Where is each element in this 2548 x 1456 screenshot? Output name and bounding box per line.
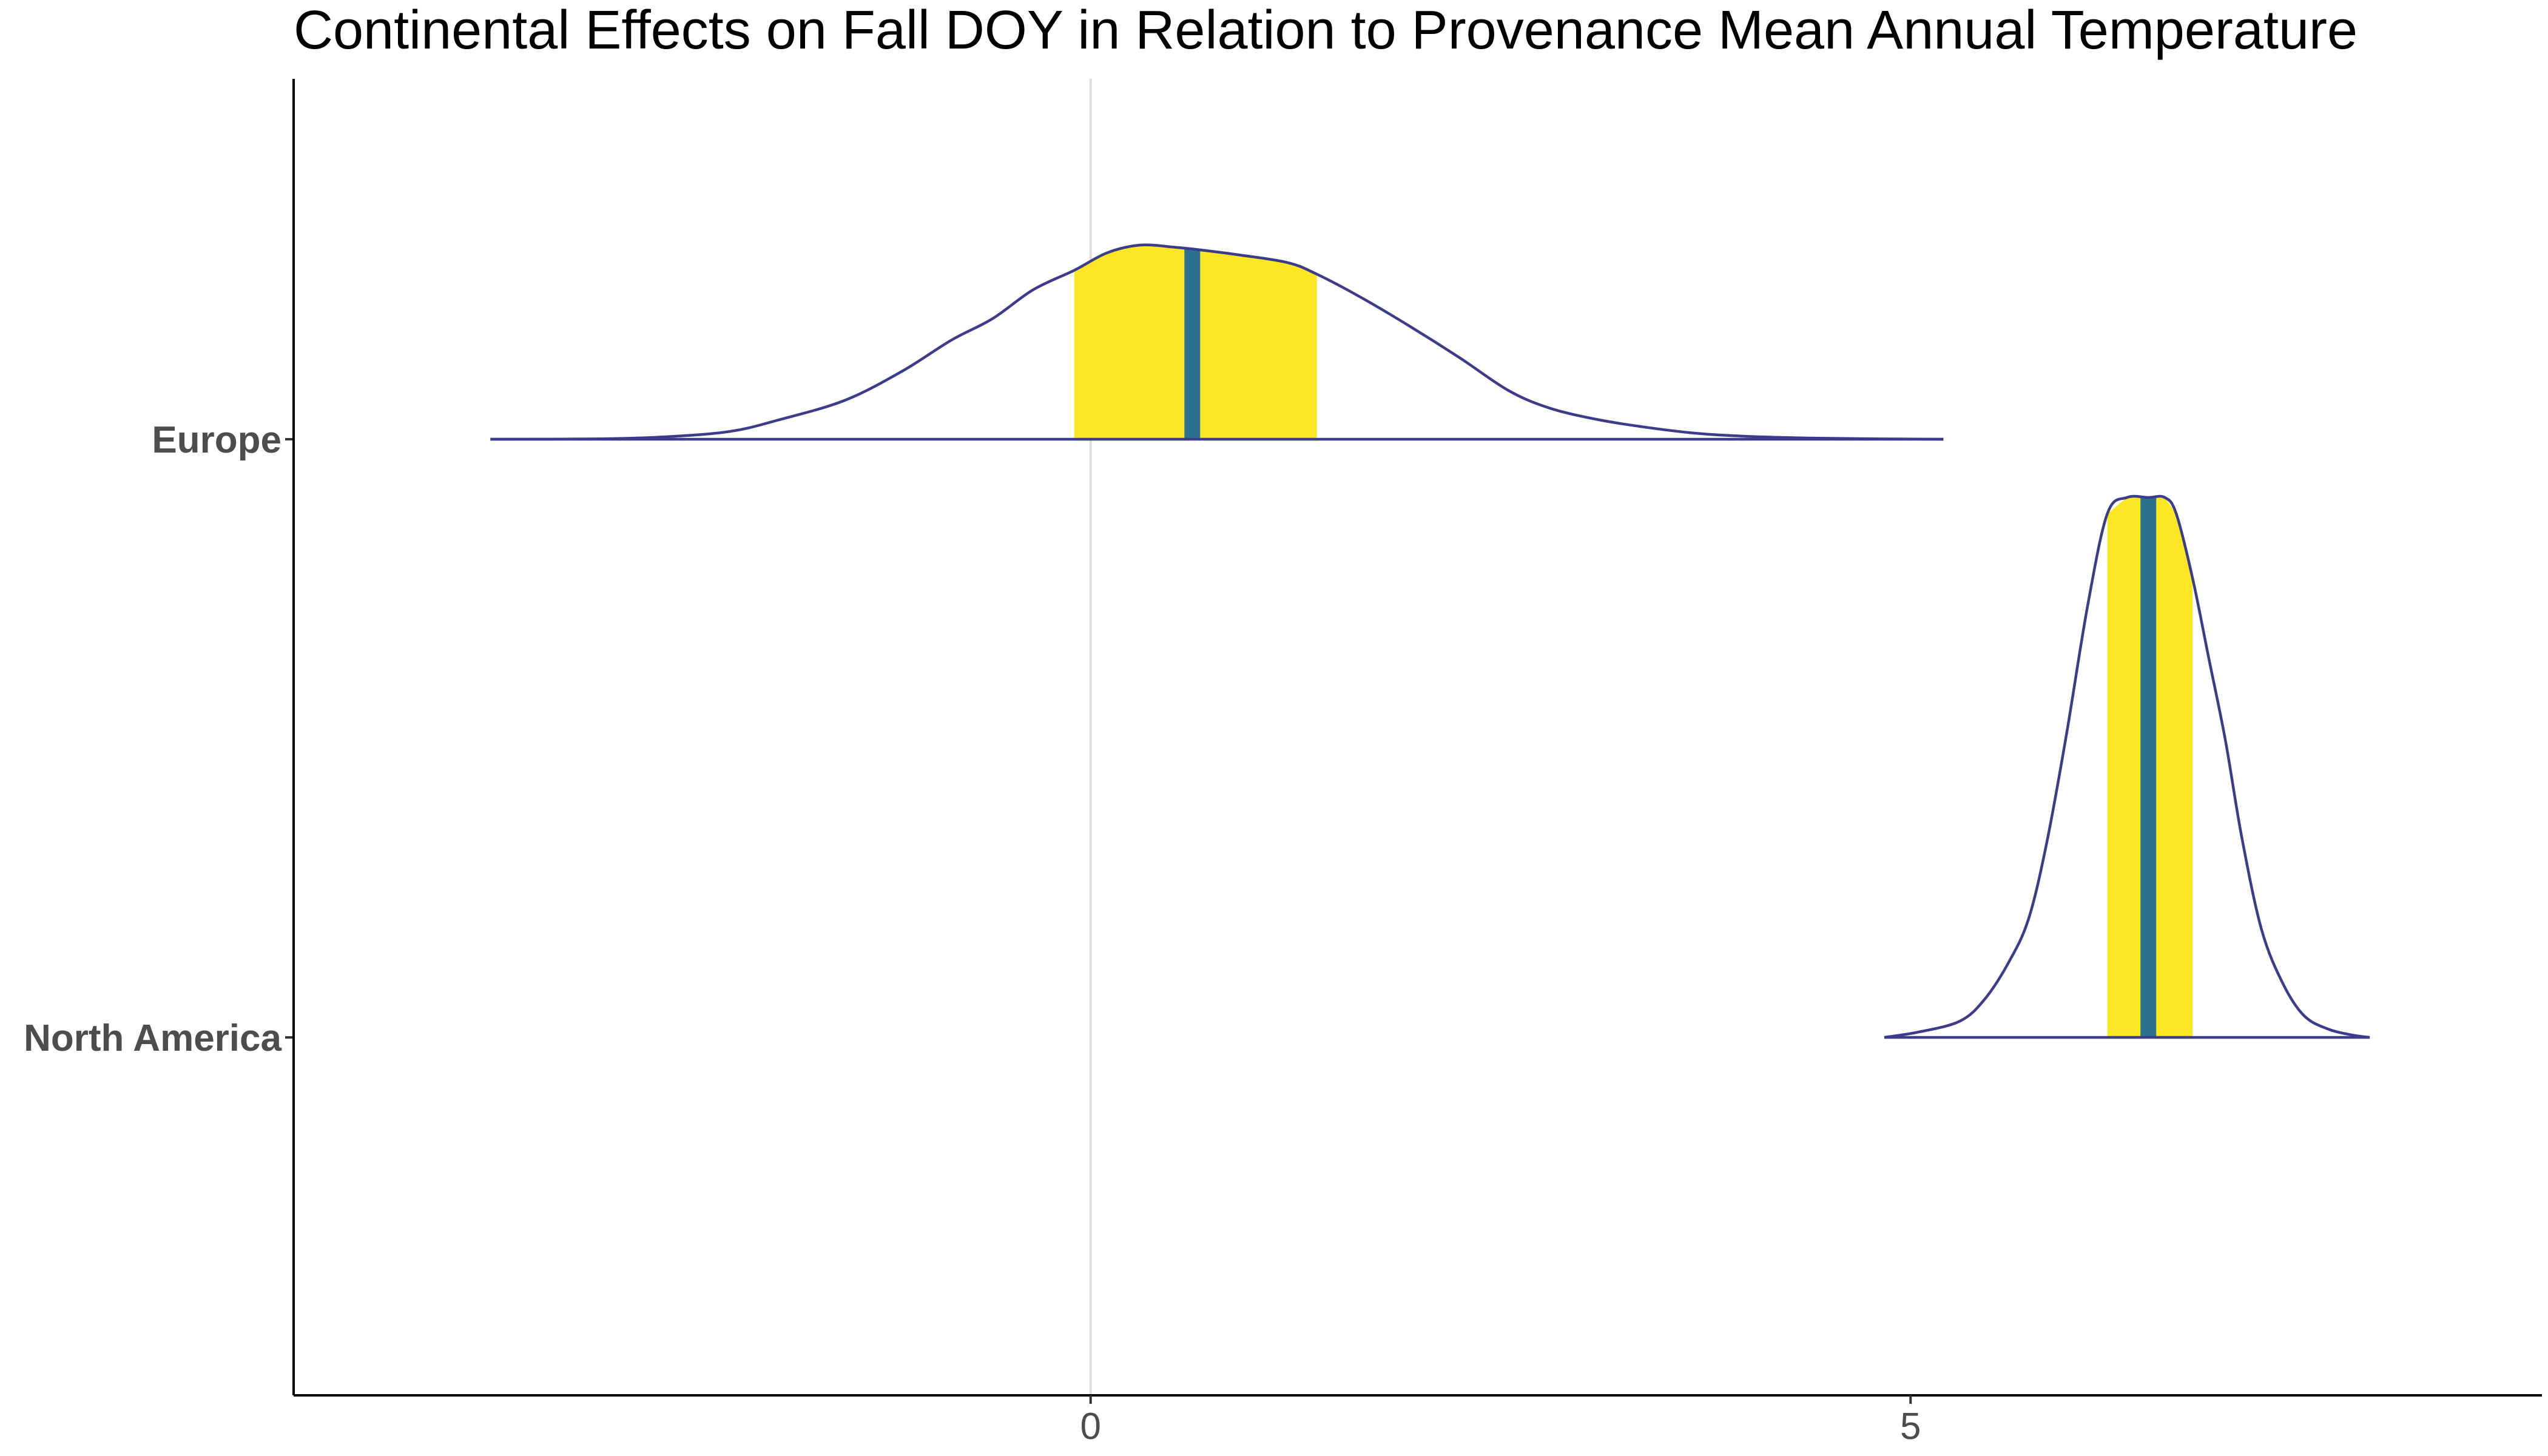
chart-title: Continental Effects on Fall DOY in Relat… bbox=[294, 0, 2358, 61]
density-north-america bbox=[1884, 494, 2370, 1039]
x-tick-label-1: 5 bbox=[1900, 1406, 1921, 1448]
density-europe bbox=[490, 243, 1944, 441]
x-tick-label-0: 0 bbox=[1080, 1406, 1100, 1448]
plot-area: Europe North America 0 5 bbox=[24, 79, 2542, 1448]
y-tick-label-europe: Europe bbox=[152, 419, 281, 461]
y-tick-label-north-america: North America bbox=[24, 1017, 281, 1059]
